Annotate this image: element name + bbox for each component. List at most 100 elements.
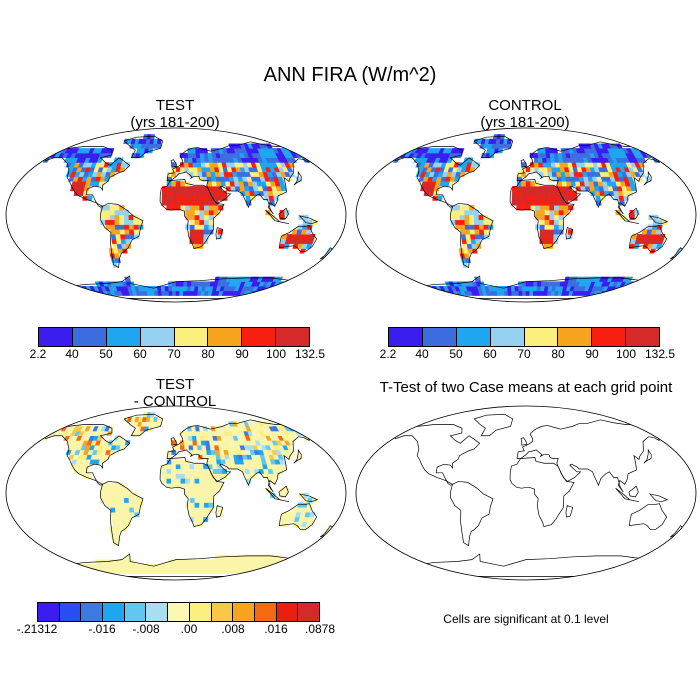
grid-cell	[186, 286, 192, 292]
grid-cell	[180, 185, 186, 192]
grid-cell	[288, 281, 297, 287]
grid-cell	[530, 200, 536, 206]
grid-cell	[51, 564, 60, 570]
diff-map	[5, 405, 347, 581]
coastline-australia	[628, 225, 668, 252]
grid-cell	[183, 286, 188, 292]
grid-cell	[516, 200, 522, 206]
grid-cell	[179, 281, 184, 287]
grid-cell	[198, 234, 205, 240]
grid-cell	[544, 209, 550, 216]
grid-cell	[124, 507, 130, 513]
grid-cell	[265, 143, 273, 149]
grid-cell	[278, 568, 286, 574]
grid-cell	[525, 195, 531, 201]
grid-cell	[264, 290, 272, 296]
grid-cell	[203, 229, 209, 235]
grid-cell	[638, 290, 647, 296]
grid-cell	[534, 190, 541, 196]
grid-cell	[199, 497, 205, 503]
grid-cell	[478, 224, 485, 230]
grid-cell	[120, 512, 126, 518]
grid-cell	[109, 209, 115, 216]
grid-cell	[114, 229, 121, 235]
grid-cell	[211, 176, 217, 182]
grid-cell	[208, 492, 214, 499]
grid-cell	[175, 190, 181, 196]
grid-cell	[419, 290, 428, 296]
grid-cell	[191, 148, 197, 154]
grid-cell	[196, 157, 202, 163]
grid-cell	[109, 219, 116, 225]
grid-cell	[544, 205, 550, 211]
grid-cell	[199, 219, 205, 225]
grid-cell	[198, 507, 205, 513]
coastline-australia	[628, 503, 668, 530]
grid-cell	[511, 290, 516, 296]
map-border	[355, 405, 697, 581]
diff-legend-swatch	[146, 603, 169, 621]
grid-cell	[128, 224, 135, 230]
coastline-madagascar	[215, 227, 224, 240]
grid-cell	[544, 190, 550, 196]
grid-cell	[120, 238, 127, 245]
grid-cell	[213, 205, 219, 211]
grid-cell	[554, 205, 560, 211]
grid-cell	[88, 568, 95, 574]
grid-cell	[617, 290, 625, 296]
coastline-borneo	[628, 207, 639, 220]
coastline-africa	[159, 457, 225, 527]
test-legend-label: 40	[65, 347, 79, 361]
grid-cell	[196, 440, 202, 446]
grid-cell	[553, 195, 559, 201]
grid-cell	[180, 190, 186, 196]
grid-cell	[188, 440, 194, 446]
grid-cell	[538, 162, 544, 168]
grid-cell	[171, 200, 177, 206]
grid-cell	[553, 190, 559, 196]
grid-cell	[454, 214, 461, 221]
grid-cell	[119, 214, 125, 221]
coastline-uk	[170, 437, 178, 446]
control-legend-label: 80	[551, 347, 565, 361]
test-legend-label: 90	[235, 347, 249, 361]
grid-cell	[193, 463, 200, 470]
coastline-eurasia	[166, 141, 320, 215]
grid-cell	[166, 473, 172, 479]
control-legend-swatch	[389, 328, 423, 346]
grid-cell	[207, 181, 213, 187]
grid-cell	[525, 290, 530, 296]
coastline-newguinea	[298, 215, 319, 225]
grid-cell	[542, 162, 548, 168]
grid-cell	[189, 512, 195, 518]
grid-cell	[66, 564, 75, 570]
grid-cell	[302, 430, 311, 436]
grid-cell	[171, 459, 177, 465]
grid-cell	[655, 229, 662, 235]
grid-cell	[271, 290, 279, 296]
grid-cell	[554, 209, 560, 216]
grid-cell	[171, 463, 177, 470]
grid-cell	[47, 568, 56, 574]
grid-cell	[464, 205, 470, 211]
grid-cell	[189, 483, 196, 489]
grid-cell	[172, 568, 177, 574]
grid-cell	[44, 290, 53, 296]
grid-cell	[537, 152, 543, 158]
coastline-greenland	[123, 413, 164, 437]
grid-cell	[295, 426, 304, 432]
grid-cell	[470, 238, 477, 245]
grid-cell	[292, 281, 301, 287]
grid-cell	[544, 234, 550, 240]
grid-cell	[192, 157, 198, 163]
grid-cell	[629, 214, 635, 221]
grid-cell	[187, 281, 192, 287]
grid-cell	[48, 148, 57, 154]
grid-cell	[653, 281, 662, 287]
grid-cell	[116, 516, 122, 523]
grid-cell	[530, 167, 535, 173]
grid-cell	[610, 290, 618, 296]
grid-cell	[274, 286, 282, 292]
grid-cell	[180, 181, 186, 187]
test-legend-swatch	[72, 328, 107, 346]
